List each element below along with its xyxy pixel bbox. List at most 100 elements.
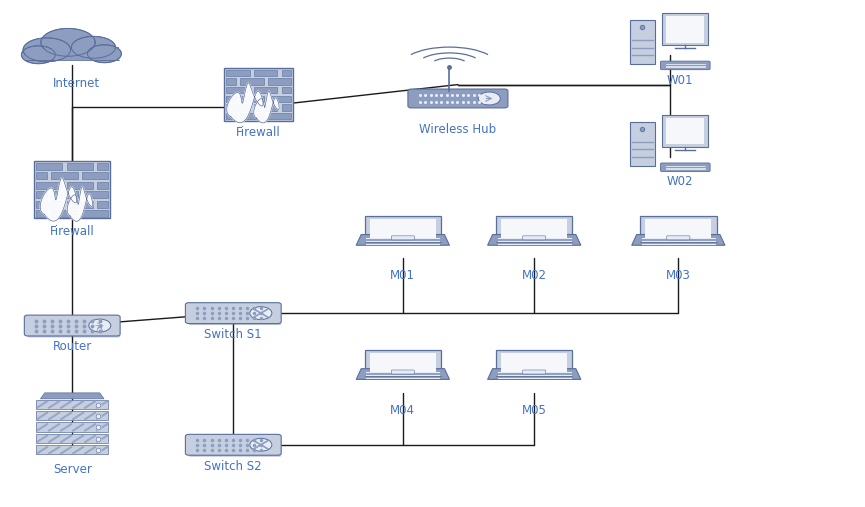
FancyBboxPatch shape — [408, 89, 508, 108]
FancyBboxPatch shape — [24, 315, 120, 336]
FancyBboxPatch shape — [630, 122, 656, 166]
FancyBboxPatch shape — [661, 163, 710, 171]
FancyBboxPatch shape — [496, 216, 573, 242]
FancyBboxPatch shape — [51, 191, 78, 198]
Text: M03: M03 — [666, 269, 691, 282]
FancyBboxPatch shape — [82, 210, 108, 217]
FancyBboxPatch shape — [268, 96, 292, 102]
FancyBboxPatch shape — [282, 69, 292, 76]
Polygon shape — [488, 235, 581, 245]
FancyBboxPatch shape — [240, 79, 264, 85]
Ellipse shape — [23, 38, 71, 62]
FancyBboxPatch shape — [226, 113, 236, 119]
Text: M04: M04 — [390, 404, 415, 417]
Ellipse shape — [72, 37, 115, 58]
Text: Internet: Internet — [53, 77, 100, 90]
FancyBboxPatch shape — [226, 96, 236, 102]
FancyBboxPatch shape — [51, 210, 78, 217]
FancyBboxPatch shape — [254, 69, 278, 76]
FancyBboxPatch shape — [28, 333, 120, 338]
FancyBboxPatch shape — [226, 87, 250, 93]
FancyBboxPatch shape — [67, 201, 93, 208]
FancyBboxPatch shape — [97, 163, 108, 170]
Polygon shape — [253, 91, 279, 123]
FancyBboxPatch shape — [26, 47, 119, 60]
FancyBboxPatch shape — [51, 172, 78, 179]
Text: Wireless Hub: Wireless Hub — [420, 123, 497, 136]
FancyBboxPatch shape — [36, 191, 48, 198]
Polygon shape — [356, 235, 450, 245]
FancyBboxPatch shape — [666, 16, 704, 43]
FancyBboxPatch shape — [36, 422, 108, 431]
Polygon shape — [488, 369, 581, 379]
FancyBboxPatch shape — [662, 115, 708, 147]
Circle shape — [478, 92, 500, 105]
FancyBboxPatch shape — [496, 350, 573, 376]
FancyBboxPatch shape — [268, 113, 292, 119]
FancyBboxPatch shape — [36, 172, 48, 179]
Polygon shape — [41, 177, 77, 221]
FancyBboxPatch shape — [226, 79, 236, 85]
Polygon shape — [227, 83, 263, 123]
Text: W02: W02 — [667, 175, 693, 189]
FancyBboxPatch shape — [224, 68, 293, 121]
FancyBboxPatch shape — [369, 219, 436, 239]
FancyBboxPatch shape — [82, 191, 108, 198]
FancyBboxPatch shape — [240, 113, 264, 119]
FancyBboxPatch shape — [254, 104, 278, 111]
FancyBboxPatch shape — [36, 182, 62, 189]
Polygon shape — [356, 369, 450, 379]
FancyBboxPatch shape — [27, 49, 118, 59]
FancyBboxPatch shape — [97, 201, 108, 208]
FancyBboxPatch shape — [226, 104, 250, 111]
FancyBboxPatch shape — [226, 69, 250, 76]
Text: M02: M02 — [522, 269, 547, 282]
FancyBboxPatch shape — [282, 87, 292, 93]
FancyBboxPatch shape — [36, 411, 108, 420]
FancyBboxPatch shape — [189, 452, 281, 457]
Circle shape — [250, 307, 272, 319]
FancyBboxPatch shape — [36, 201, 62, 208]
FancyBboxPatch shape — [369, 353, 436, 373]
FancyBboxPatch shape — [36, 163, 62, 170]
FancyBboxPatch shape — [662, 13, 708, 45]
FancyBboxPatch shape — [522, 236, 546, 240]
FancyBboxPatch shape — [667, 236, 690, 240]
Text: Server: Server — [53, 463, 92, 476]
FancyBboxPatch shape — [189, 320, 281, 325]
FancyBboxPatch shape — [522, 370, 546, 374]
FancyBboxPatch shape — [268, 79, 292, 85]
FancyBboxPatch shape — [501, 219, 567, 239]
FancyBboxPatch shape — [282, 104, 292, 111]
FancyBboxPatch shape — [254, 87, 278, 93]
FancyBboxPatch shape — [501, 353, 567, 373]
FancyBboxPatch shape — [67, 182, 93, 189]
Polygon shape — [67, 187, 93, 221]
FancyBboxPatch shape — [36, 400, 108, 409]
FancyBboxPatch shape — [97, 182, 108, 189]
FancyBboxPatch shape — [36, 434, 108, 443]
Ellipse shape — [41, 28, 95, 56]
Polygon shape — [631, 235, 725, 245]
FancyBboxPatch shape — [36, 445, 108, 454]
Text: Switch S2: Switch S2 — [204, 460, 262, 473]
Text: Firewall: Firewall — [50, 225, 94, 238]
FancyBboxPatch shape — [645, 219, 712, 239]
FancyBboxPatch shape — [661, 61, 710, 69]
Ellipse shape — [87, 45, 121, 63]
FancyBboxPatch shape — [185, 303, 281, 323]
Polygon shape — [41, 393, 104, 399]
Circle shape — [250, 439, 272, 451]
FancyBboxPatch shape — [391, 236, 414, 240]
FancyBboxPatch shape — [67, 163, 93, 170]
FancyBboxPatch shape — [365, 350, 441, 376]
FancyBboxPatch shape — [666, 118, 704, 144]
FancyBboxPatch shape — [34, 161, 111, 219]
FancyBboxPatch shape — [240, 96, 264, 102]
FancyBboxPatch shape — [630, 20, 656, 64]
Text: M05: M05 — [522, 404, 547, 417]
FancyBboxPatch shape — [365, 216, 441, 242]
FancyBboxPatch shape — [185, 434, 281, 455]
FancyBboxPatch shape — [36, 210, 48, 217]
Circle shape — [89, 319, 111, 332]
